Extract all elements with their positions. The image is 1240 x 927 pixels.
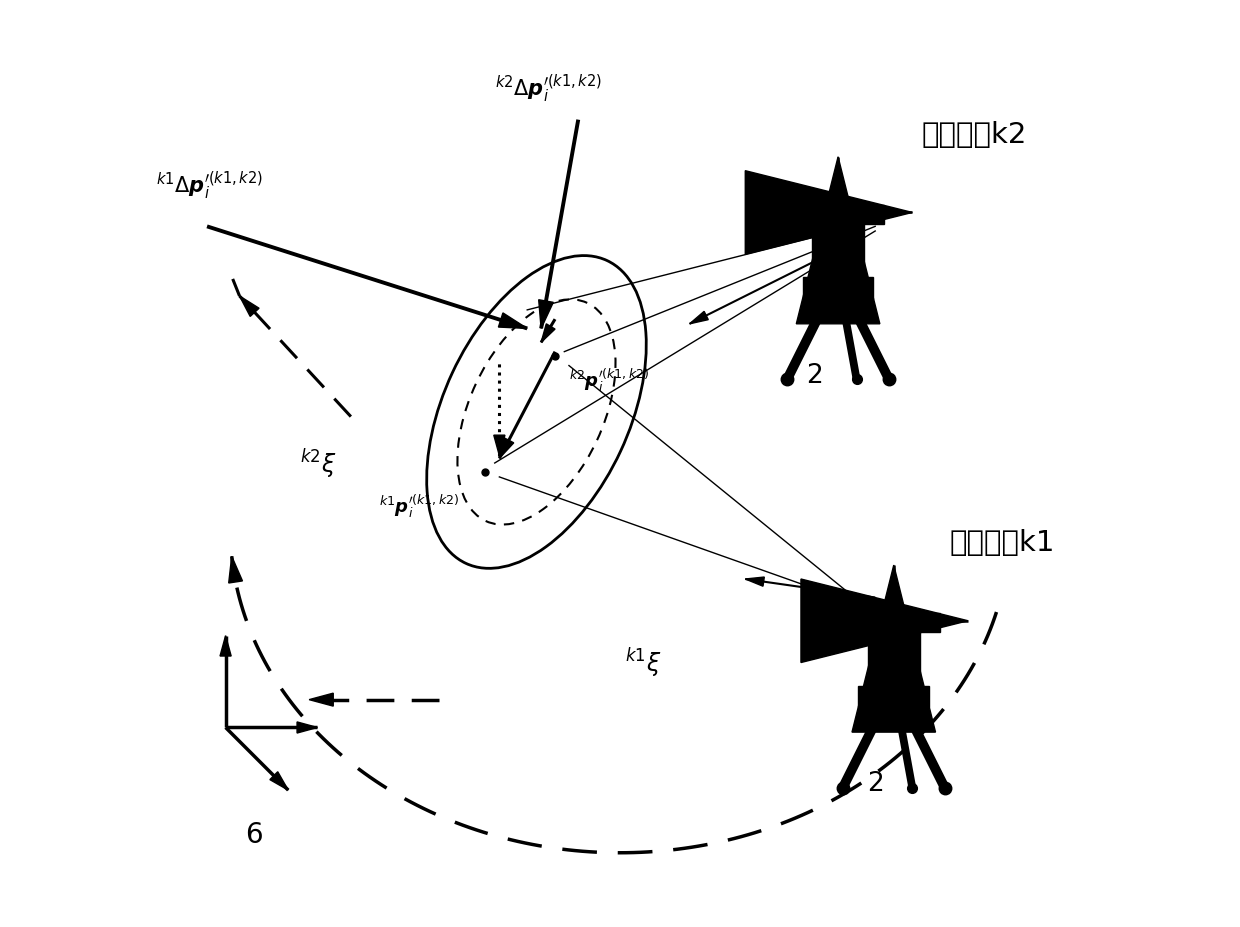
- Polygon shape: [541, 324, 556, 343]
- Polygon shape: [228, 557, 243, 583]
- Bar: [802, 278, 873, 299]
- Text: $^{k1}\xi$: $^{k1}\xi$: [625, 646, 661, 679]
- Circle shape: [883, 621, 905, 643]
- Polygon shape: [796, 158, 880, 324]
- Bar: [825, 206, 884, 224]
- Polygon shape: [538, 300, 553, 329]
- Polygon shape: [745, 578, 764, 587]
- Text: 2: 2: [806, 362, 823, 388]
- Polygon shape: [852, 565, 935, 732]
- Polygon shape: [239, 297, 259, 317]
- Circle shape: [827, 213, 849, 235]
- Text: $^{k2}\xi$: $^{k2}\xi$: [300, 447, 336, 480]
- Polygon shape: [498, 313, 527, 329]
- Text: 测量站位k2: 测量站位k2: [921, 121, 1027, 148]
- Polygon shape: [745, 171, 913, 255]
- Text: 测量站位k1: 测量站位k1: [950, 528, 1055, 556]
- Text: $^{k1}\Delta \boldsymbol{p}_i^{\prime(k1,k2)}$: $^{k1}\Delta \boldsymbol{p}_i^{\prime(k1…: [156, 169, 263, 202]
- Text: $^{k2}\Delta \boldsymbol{p}_i^{\prime(k1,k2)}$: $^{k2}\Delta \boldsymbol{p}_i^{\prime(k1…: [495, 71, 601, 105]
- Polygon shape: [689, 312, 708, 324]
- Text: 6: 6: [244, 820, 262, 848]
- Text: $^{k2}\boldsymbol{p}_i^{\prime(k1,k2)}$: $^{k2}\boldsymbol{p}_i^{\prime(k1,k2)}$: [569, 366, 650, 394]
- Polygon shape: [801, 579, 968, 663]
- Text: $^{k1}\boldsymbol{p}_i^{\prime(k1,k2)}$: $^{k1}\boldsymbol{p}_i^{\prime(k1,k2)}$: [378, 491, 459, 519]
- Polygon shape: [219, 636, 231, 656]
- Polygon shape: [494, 436, 505, 456]
- Text: 2: 2: [867, 770, 884, 796]
- Polygon shape: [298, 722, 317, 733]
- Polygon shape: [309, 693, 334, 706]
- Polygon shape: [270, 772, 288, 790]
- Bar: [868, 632, 920, 686]
- Bar: [880, 614, 940, 632]
- Bar: [858, 686, 929, 707]
- Polygon shape: [500, 438, 513, 459]
- Bar: [812, 224, 864, 278]
